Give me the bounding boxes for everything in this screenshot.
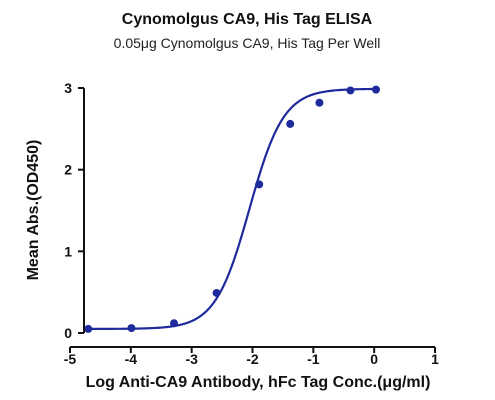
x-axis-title: Log Anti-CA9 Antibody, hFc Tag Conc.(μg/… [86, 374, 431, 391]
chart-title: Cynomolgus CA9, His Tag ELISA [122, 11, 373, 28]
y-tick-label-1: 1 [64, 243, 72, 259]
data-point-1 [127, 324, 136, 333]
fit-curve [88, 87, 376, 330]
y-ticks: 0 1 2 3 [64, 80, 84, 341]
data-point-5 [286, 119, 295, 128]
data-point-8 [371, 85, 380, 94]
chart-subtitle: 0.05μg Cynomolgus CA9, His Tag Per Well [114, 35, 381, 51]
x-ticks: -5 -4 -3 -2 -1 0 1 [64, 347, 439, 367]
y-tick-label-3: 3 [64, 80, 72, 96]
x-tick-label-2: -3 [185, 351, 198, 367]
x-tick-label-1: -4 [125, 351, 138, 367]
x-tick-label-4: -1 [307, 351, 320, 367]
y-tick-label-0: 0 [64, 325, 72, 341]
x-tick-label-0: -5 [64, 351, 77, 367]
data-point-7 [346, 86, 355, 95]
y-tick-label-2: 2 [64, 162, 72, 178]
x-tick-label-5: 0 [370, 351, 378, 367]
data-points-layer [84, 85, 380, 333]
x-tick-label-6: 1 [431, 351, 439, 367]
y-axis-title: Mean Abs.(OD450) [25, 140, 42, 281]
data-point-0 [84, 324, 93, 333]
data-point-3 [212, 288, 221, 297]
data-point-2 [170, 319, 179, 328]
data-point-4 [255, 180, 264, 189]
fit-curve-layer [88, 87, 376, 330]
x-tick-label-3: -2 [246, 351, 259, 367]
data-point-6 [315, 98, 324, 107]
axes [70, 88, 435, 348]
